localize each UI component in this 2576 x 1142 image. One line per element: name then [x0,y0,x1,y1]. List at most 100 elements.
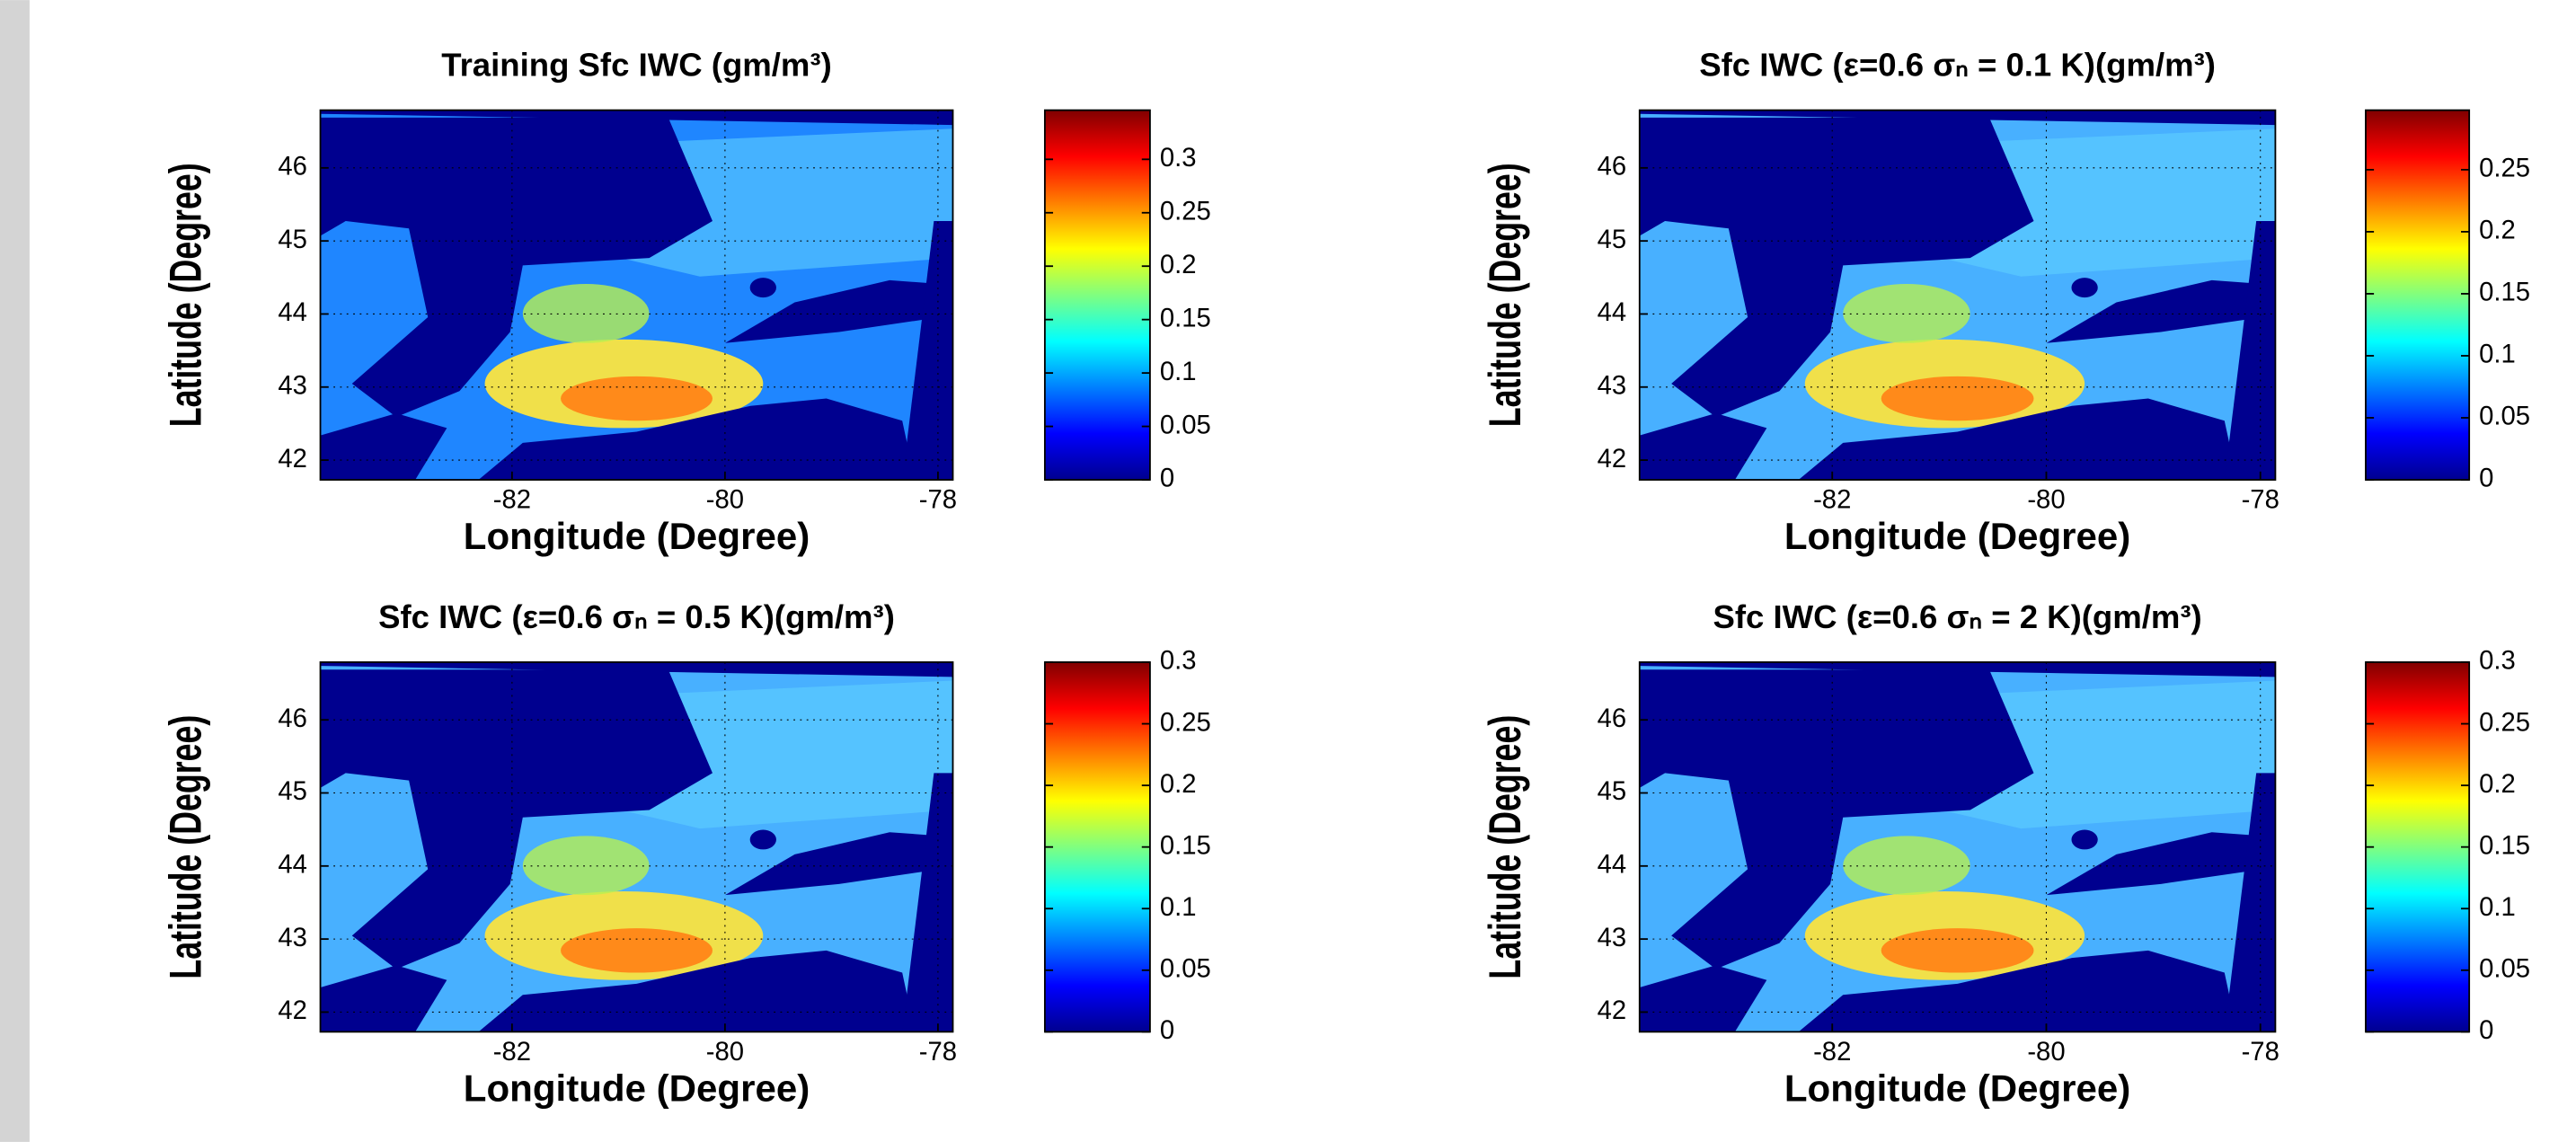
land [1639,117,2034,418]
colorbar-tick-label: 0.3 [1160,144,1197,173]
land [725,832,941,896]
hot-area [1881,928,2034,973]
colorbar [2365,109,2471,481]
colorbar-tick-label: 0.1 [1160,893,1197,922]
land [1798,398,2237,481]
colorbar-tick-label: 0.05 [1160,411,1211,439]
map [320,110,953,481]
panel-title: Sfc IWC (ε=0.6 σₙ = 2 K)(gm/m³) [1713,598,2201,635]
land [1639,412,1767,481]
x-tick-label: -80 [706,1038,744,1067]
colorbar [1043,109,1151,481]
hot-area [561,376,713,421]
colorbar-tick-label: 0.05 [1160,955,1211,984]
map [1639,110,2276,481]
x-tick-label: -80 [706,486,744,515]
land [320,661,953,677]
y-tick-label: 44 [1598,851,1627,880]
x-tick-label: -82 [493,1038,531,1067]
colorbar-tick-label: 0.3 [1160,647,1197,676]
warm-area [522,836,650,896]
y-tick-label: 45 [278,777,307,806]
land [725,279,941,343]
y-tick-label: 42 [278,445,307,474]
x-axis-label: Longitude (Degree) [1784,515,2130,557]
x-tick-label: -78 [2242,486,2279,515]
x-tick-label: -82 [493,486,531,515]
land [478,950,916,1032]
land [320,117,713,418]
y-tick-label: 46 [1598,153,1627,181]
colorbar-tick-label: 0.25 [1160,708,1211,737]
land [1639,661,2276,677]
colorbar-tick-label: 0.2 [1160,770,1197,799]
x-tick-label: -78 [919,486,957,515]
land [320,110,953,126]
colorbar-tick-label: 0.1 [1160,358,1197,386]
lake [2071,278,2098,298]
land [2046,279,2263,343]
x-tick-label: -78 [2242,1038,2279,1067]
colorbar-tick-label: 0.15 [1160,831,1211,860]
map [320,661,953,1032]
colorbar-tick-label: 0.15 [2479,831,2530,860]
x-tick-label: -80 [2027,486,2065,515]
land [1798,950,2237,1032]
y-axis-label: Latitude (Degree) [161,163,212,427]
land [1639,669,2034,969]
colorbar-tick-label: 0.15 [2479,279,2530,307]
land [902,221,953,481]
colorbar-tick-label: 0 [1160,1016,1174,1045]
land [1639,110,2276,126]
y-tick-label: 46 [1598,704,1627,733]
land [1639,965,1767,1032]
x-axis-label: Longitude (Degree) [1784,1067,2130,1109]
colorbar-tick-label: 0 [2479,465,2493,493]
land [2224,773,2276,1032]
colorbar-tick-label: 0.25 [1160,198,1211,226]
land [320,412,447,481]
y-tick-label: 45 [278,226,307,254]
panel-title: Sfc IWC (ε=0.6 σₙ = 0.5 K)(gm/m³) [378,598,895,635]
colorbar-tick-label: 0 [1160,465,1174,493]
panel-title: Training Sfc IWC (gm/m³) [441,47,832,84]
x-tick-label: -82 [1813,486,1851,515]
land [320,669,713,969]
colorbar-tick-label: 0.05 [2479,403,2530,431]
colorbar-tick-label: 0.1 [2479,893,2516,922]
y-tick-label: 43 [278,924,307,952]
axes-frame [319,661,954,1033]
y-tick-label: 44 [278,298,307,327]
x-tick-label: -82 [1813,1038,1851,1067]
side-strip [0,0,30,1142]
colorbar-tick-label: 0 [2479,1016,2493,1045]
colorbar-tick-label: 0.2 [1160,251,1197,279]
land [2046,832,2263,896]
colorbar-tick-label: 0.25 [2479,708,2530,737]
hot-area [1881,376,2034,421]
colorbar-tick-label: 0.15 [1160,304,1211,332]
y-tick-label: 45 [1598,226,1627,254]
colorbar [2365,661,2471,1033]
y-tick-label: 43 [278,371,307,400]
colorbar-tick-label: 0.1 [2479,341,2516,369]
panel-title: Sfc IWC (ε=0.6 σₙ = 0.1 K)(gm/m³) [1699,47,2216,84]
axes-frame [319,109,954,481]
axes-frame [1638,661,2277,1033]
x-axis-label: Longitude (Degree) [464,515,810,557]
x-axis-label: Longitude (Degree) [464,1067,810,1109]
y-tick-label: 42 [278,996,307,1025]
land [320,965,447,1032]
y-tick-label: 42 [1598,996,1627,1025]
y-axis-label: Latitude (Degree) [161,715,212,979]
y-tick-label: 43 [1598,924,1627,952]
y-tick-label: 44 [1598,298,1627,327]
y-tick-label: 42 [1598,445,1627,474]
y-tick-label: 44 [278,851,307,880]
x-tick-label: -78 [919,1038,957,1067]
y-axis-label: Latitude (Degree) [1480,715,1531,979]
land [478,398,916,481]
lake [749,278,776,298]
